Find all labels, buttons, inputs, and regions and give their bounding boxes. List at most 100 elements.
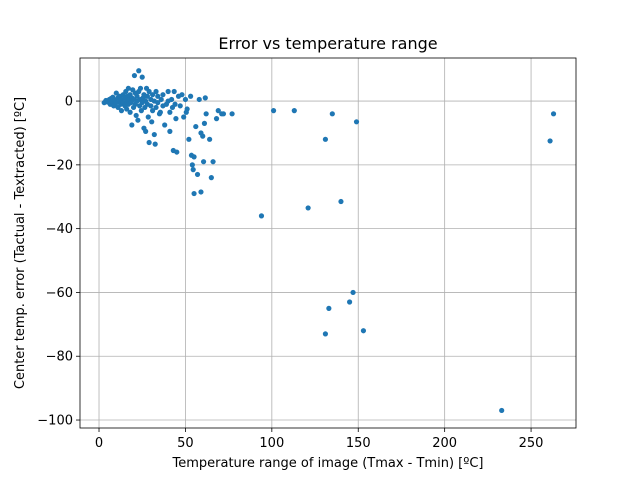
data-point [155, 93, 161, 99]
data-point [329, 111, 335, 117]
data-point [133, 112, 139, 119]
data-point [153, 88, 159, 95]
data-point [177, 103, 183, 109]
x-tick-label: 0 [95, 436, 103, 451]
data-point [134, 93, 140, 99]
data-point [184, 106, 190, 112]
data-point [162, 122, 168, 128]
data-point [200, 159, 207, 165]
data-point [157, 109, 163, 115]
data-point [194, 171, 201, 178]
data-point [173, 116, 179, 122]
y-tick-label: −40 [46, 222, 73, 237]
data-point [167, 128, 173, 134]
data-point [322, 331, 329, 337]
data-point [208, 175, 214, 181]
data-point [113, 90, 119, 96]
x-tick-label: 150 [346, 436, 371, 451]
data-point [168, 96, 175, 103]
data-point [196, 96, 202, 103]
data-point [350, 289, 356, 296]
data-point [215, 108, 221, 114]
data-point [499, 407, 505, 414]
chart-title: Error vs temperature range [218, 34, 437, 53]
data-point [155, 100, 161, 106]
data-point [190, 167, 196, 173]
data-point [182, 96, 189, 103]
data-point [347, 299, 353, 305]
x-axis-label: Temperature range of image (Tmax - Tmin)… [172, 456, 484, 471]
data-point [160, 92, 166, 98]
data-point [191, 154, 197, 160]
data-point [143, 128, 149, 134]
data-point [191, 190, 197, 197]
data-point [124, 106, 130, 112]
data-point [322, 136, 329, 142]
data-point [198, 189, 204, 195]
data-point [547, 138, 553, 144]
data-point [258, 213, 265, 219]
data-point [188, 93, 194, 99]
data-point [158, 96, 164, 103]
data-point [165, 88, 171, 95]
data-points [101, 68, 557, 414]
data-point [125, 85, 131, 91]
data-point [131, 72, 138, 79]
x-tick-label: 50 [177, 436, 194, 451]
data-point [186, 136, 192, 142]
data-point [220, 111, 227, 117]
data-point [202, 95, 208, 101]
data-point [139, 74, 145, 80]
data-point [174, 149, 180, 155]
data-point [129, 122, 135, 128]
data-point [203, 111, 209, 117]
data-point [151, 131, 157, 138]
y-axis-label: Center temp. error (Tactual - Textracted… [13, 97, 28, 389]
data-point [135, 117, 141, 123]
y-tick-label: −20 [46, 158, 73, 173]
data-point [550, 111, 557, 117]
data-point [213, 116, 220, 122]
y-tick-label: −80 [46, 350, 73, 365]
data-point [138, 108, 144, 114]
x-tick-label: 200 [432, 436, 457, 451]
data-point [152, 141, 158, 147]
data-point [146, 139, 152, 146]
data-point [153, 104, 159, 111]
data-point [172, 101, 178, 107]
data-point [149, 119, 155, 125]
data-point [193, 123, 199, 130]
y-tick-label: 0 [65, 95, 73, 110]
data-point [326, 305, 332, 311]
plot-frame [79, 57, 577, 429]
x-tick-label: 250 [519, 436, 544, 451]
y-tick-label: −100 [37, 414, 73, 429]
data-point [179, 92, 185, 98]
data-point [145, 114, 151, 120]
data-point [305, 205, 311, 211]
data-point [148, 103, 154, 109]
data-point [360, 328, 367, 334]
y-axis: −100 −80 −60 −40 −20 0 [37, 95, 80, 429]
data-point [167, 109, 173, 115]
x-tick-label: 100 [259, 436, 284, 451]
data-point [200, 133, 206, 139]
y-tick-label: −60 [46, 286, 73, 301]
data-point [291, 108, 297, 114]
data-point [146, 88, 152, 95]
data-point [136, 68, 142, 74]
data-point [229, 111, 235, 117]
data-point [338, 198, 344, 205]
data-point [118, 108, 125, 114]
data-point [189, 162, 195, 168]
data-point [210, 159, 216, 165]
data-point [127, 109, 133, 115]
data-point [207, 136, 213, 142]
data-point [171, 88, 177, 95]
data-point [144, 93, 151, 99]
data-point [270, 108, 277, 114]
data-point [137, 85, 144, 91]
data-point [201, 120, 208, 126]
data-point [353, 119, 360, 125]
